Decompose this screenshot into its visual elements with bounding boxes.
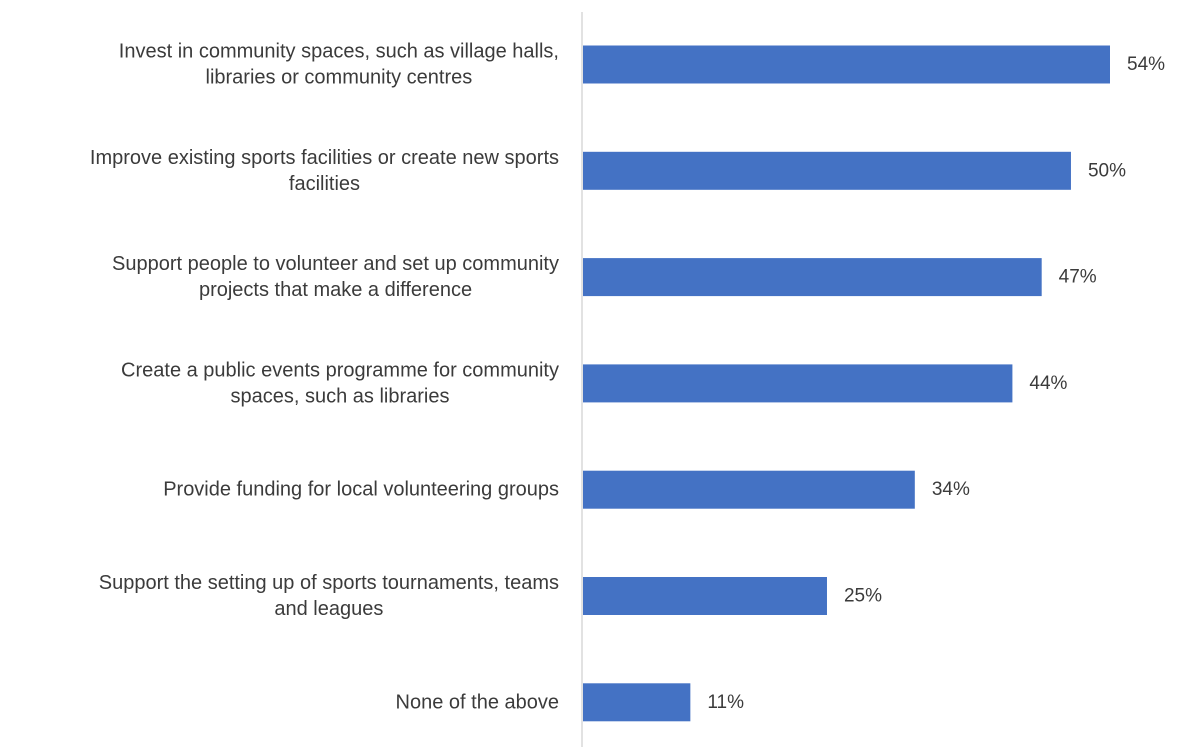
bar [583, 364, 1013, 403]
bar-value-label: 11% [707, 692, 744, 713]
category-label: Support the setting up of sports tournam… [99, 572, 559, 620]
category-label-line: Create a public events programme for com… [121, 359, 559, 381]
category-label-line: None of the above [396, 691, 559, 713]
category-label: Support people to volunteer and set up c… [112, 253, 559, 301]
category-label-line: Support the setting up of sports tournam… [99, 572, 559, 594]
category-label-line: libraries or community centres [206, 67, 473, 89]
bar [583, 470, 915, 509]
category-label-line: Invest in community spaces, such as vill… [119, 41, 559, 63]
bar-value-label: 54% [1127, 54, 1165, 75]
bar [583, 577, 827, 615]
bar [583, 45, 1110, 84]
category-label-line: spaces, such as libraries [231, 385, 450, 407]
category-label-line: Provide funding for local volunteering g… [163, 479, 559, 501]
category-label-line: and leagues [274, 598, 383, 620]
bar [583, 151, 1071, 190]
category-label-line: Support people to volunteer and set up c… [112, 253, 559, 275]
bar [583, 683, 691, 722]
bar-value-label: 50% [1088, 160, 1126, 181]
bar-value-label: 25% [844, 586, 882, 607]
category-label: None of the above [396, 691, 559, 713]
bar-value-label: 34% [932, 479, 970, 500]
category-label: Create a public events programme for com… [121, 359, 559, 407]
value-labels-group: 54% 50% 47% 44% 34% 25% 11% [707, 54, 1165, 713]
bar-value-label: 47% [1059, 267, 1097, 288]
category-label-line: Improve existing sports facilities or cr… [90, 147, 559, 169]
bar [583, 258, 1042, 297]
category-label: Invest in community spaces, such as vill… [119, 41, 559, 89]
category-labels-group: Invest in community spaces, such as vill… [90, 41, 559, 714]
bar-value-label: 44% [1029, 373, 1067, 394]
category-label: Provide funding for local volunteering g… [163, 479, 559, 501]
bars-group [583, 45, 1110, 722]
category-label-line: projects that make a difference [199, 279, 472, 301]
category-label-line: facilities [289, 173, 360, 195]
category-label: Improve existing sports facilities or cr… [90, 147, 559, 195]
